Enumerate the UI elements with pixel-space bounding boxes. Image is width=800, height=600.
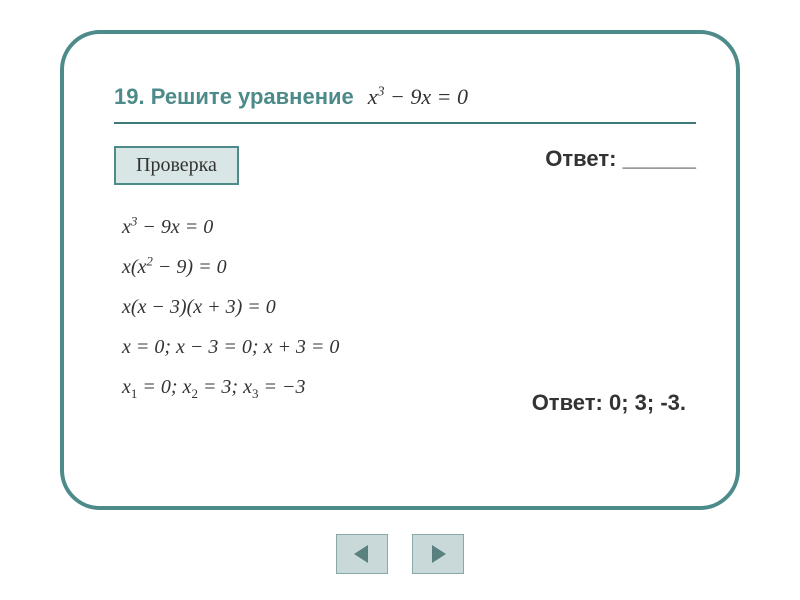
nav-controls (336, 534, 464, 574)
triangle-left-icon (350, 542, 374, 566)
check-button[interactable]: Проверка (114, 146, 239, 185)
answer-prompt: Ответ: ______ (545, 146, 696, 172)
task-equation: x3 − 9x = 0 (368, 84, 468, 110)
task-title: 19. Решите уравнение (114, 84, 354, 110)
solution-line: x3 − 9x = 0 (122, 209, 696, 245)
solution-line: x(x − 3)(x + 3) = 0 (122, 289, 696, 325)
row-check-answer: Проверка Ответ: ______ (114, 146, 696, 185)
solution-steps: x3 − 9x = 0 x(x2 − 9) = 0 x(x − 3)(x + 3… (122, 209, 696, 405)
answer-final: Ответ: 0; 3; -3. (532, 390, 686, 416)
solution-line: x(x2 − 9) = 0 (122, 249, 696, 285)
title-row: 19. Решите уравнение x3 − 9x = 0 (114, 84, 696, 110)
slide-card: 19. Решите уравнение x3 − 9x = 0 Проверк… (60, 30, 740, 510)
prev-button[interactable] (336, 534, 388, 574)
triangle-right-icon (426, 542, 450, 566)
divider (114, 122, 696, 124)
solution-line: x = 0; x − 3 = 0; x + 3 = 0 (122, 329, 696, 365)
next-button[interactable] (412, 534, 464, 574)
